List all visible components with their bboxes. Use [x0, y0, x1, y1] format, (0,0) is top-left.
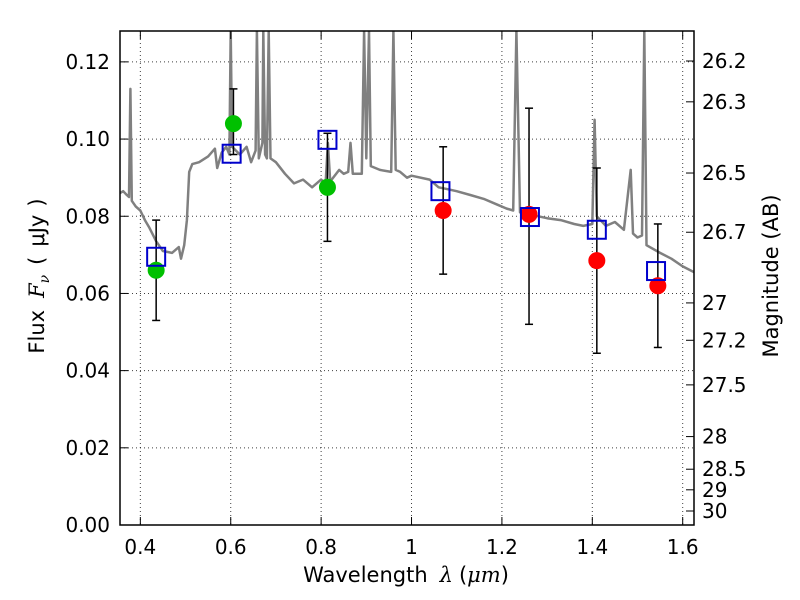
y2-tick-label: 27.5	[702, 373, 747, 397]
model_synthetic-point	[586, 219, 607, 240]
x-tick-label: 0.6	[215, 535, 247, 559]
x-tick-label: 1.6	[667, 535, 699, 559]
model_synthetic-point	[519, 207, 540, 228]
y-tick-label: 0.00	[65, 513, 110, 537]
y-tick-label: 0.08	[65, 204, 110, 228]
axes-frame	[119, 30, 695, 526]
y2-tick-label: 26.2	[702, 49, 747, 73]
y-tick-label: 0.10	[65, 127, 110, 151]
model_synthetic-point	[430, 181, 451, 202]
model_synthetic-point	[646, 261, 667, 282]
y2-tick-label: 27.2	[702, 328, 747, 352]
model-spectrum-layer	[120, 31, 694, 274]
y-tick-label: 0.02	[65, 436, 110, 460]
y2-tick-label: 26.7	[702, 220, 747, 244]
tick-labels: 0.4 0.6 0.8 1 1.2 1.4 1.6 0.00 0.02 0.04 0.06 0.08 0…	[65, 49, 746, 559]
y2-tick-label: 27	[702, 291, 727, 315]
plot-frame	[119, 30, 695, 526]
model_synthetic-point	[146, 246, 167, 267]
y-axis-title: FluxFν(μJy)	[25, 198, 53, 353]
observed_red-point	[434, 201, 452, 219]
observed_green-point	[224, 115, 242, 133]
y-tick-label: 0.04	[65, 359, 110, 383]
y2-tick-label: 26.3	[702, 90, 747, 114]
x-tick-label: 1	[405, 535, 418, 559]
y2-axis-title: Magnitude (AB)	[759, 194, 783, 357]
observed_green-point	[318, 178, 336, 196]
y2-tick-label: 28	[702, 425, 727, 449]
observed_red-point	[649, 277, 667, 295]
x-axis-title: Wavelength λ (μm)	[303, 563, 509, 587]
x-tick-label: 0.4	[124, 535, 156, 559]
y2-tick-label: 26.5	[702, 161, 747, 185]
x-tick-label: 0.8	[305, 535, 337, 559]
observed_red-point	[588, 252, 606, 270]
y2-tick-label: 30	[702, 499, 727, 523]
y2-tick-label: 29	[702, 478, 727, 502]
observed_green-point	[147, 261, 165, 279]
y-tick-label: 0.06	[65, 281, 110, 305]
x-tick-label: 1.4	[576, 535, 608, 559]
model_synthetic-point	[317, 129, 338, 150]
y-tick-label: 0.12	[65, 50, 110, 74]
x-tick-label: 1.2	[486, 535, 518, 559]
model-spectrum-line	[120, 31, 694, 274]
y2-tick-label: 28.5	[702, 457, 747, 481]
data-points-layer	[146, 115, 667, 295]
tick-marks	[120, 31, 694, 526]
model_synthetic-point	[221, 143, 242, 164]
